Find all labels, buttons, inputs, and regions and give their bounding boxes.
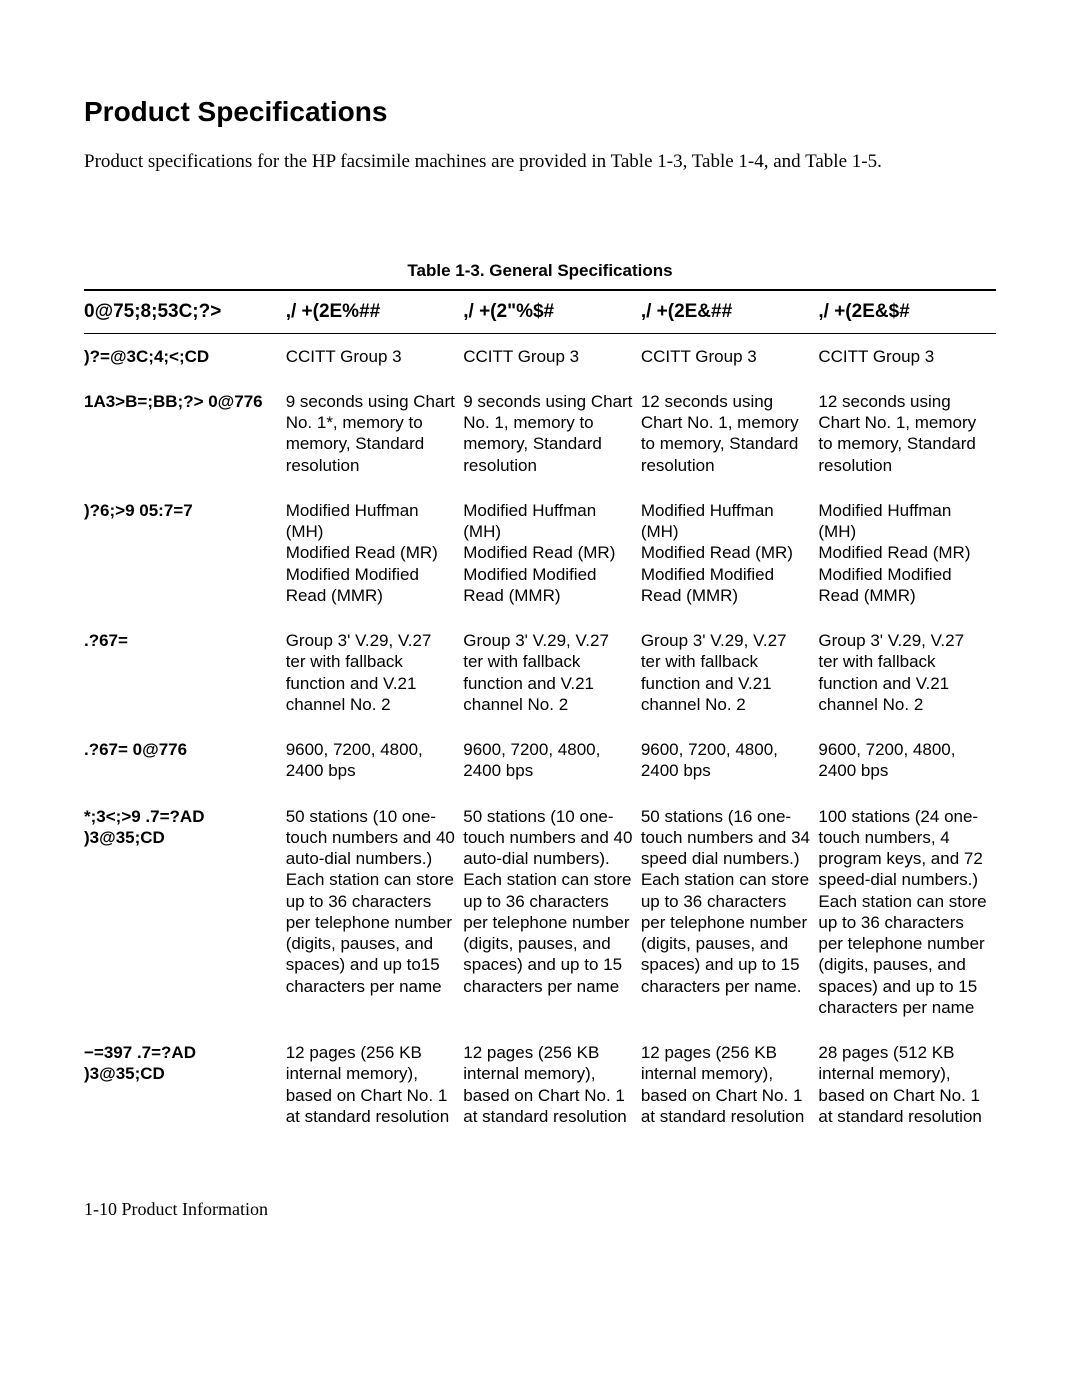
header-col-4: ,/ +(2E&$#: [818, 290, 996, 334]
table-cell: 9600, 7200, 4800, 2400 bps: [286, 727, 464, 794]
table-row: −=397 .7=?AD )3@35;CD12 pages (256 KB in…: [84, 1030, 996, 1139]
page-footer: 1-10 Product Information: [84, 1199, 996, 1220]
table-cell: 9600, 7200, 4800, 2400 bps: [818, 727, 996, 794]
table-cell: 50 stations (16 one-touch numbers and 34…: [641, 794, 819, 1031]
row-label: *;3<;>9 .7=?AD )3@35;CD: [84, 794, 286, 1031]
table-row: .?67= 0@7769600, 7200, 4800, 2400 bps960…: [84, 727, 996, 794]
section-title: Product Specifications: [84, 96, 996, 128]
table-cell: Modified Huffman (MH)Modified Read (MR)M…: [463, 488, 641, 618]
header-col-3: ,/ +(2E&##: [641, 290, 819, 334]
table-cell: Group 3' V.29, V.27 ter with fallback fu…: [641, 618, 819, 727]
table-cell: 9600, 7200, 4800, 2400 bps: [641, 727, 819, 794]
table-cell: CCITT Group 3: [818, 333, 996, 379]
header-col-1: ,/ +(2E%##: [286, 290, 464, 334]
row-label: 1A3>B=;BB;?> 0@776: [84, 379, 286, 488]
header-col-2: ,/ +(2"%$#: [463, 290, 641, 334]
table-cell: 12 seconds using Chart No. 1, memory to …: [641, 379, 819, 488]
table-row: )?=@3C;4;<;CDCCITT Group 3CCITT Group 3C…: [84, 333, 996, 379]
table-cell: Modified Huffman (MH)Modified Read (MR)M…: [286, 488, 464, 618]
intro-paragraph: Product specifications for the HP facsim…: [84, 150, 996, 175]
table-cell: 12 pages (256 KB internal memory), based…: [286, 1030, 464, 1139]
table-cell: 9600, 7200, 4800, 2400 bps: [463, 727, 641, 794]
table-cell: 12 seconds using Chart No. 1, memory to …: [818, 379, 996, 488]
table-cell: Group 3' V.29, V.27 ter with fallback fu…: [286, 618, 464, 727]
table-cell: Group 3' V.29, V.27 ter with fallback fu…: [463, 618, 641, 727]
row-label: )?6;>9 05:7=7: [84, 488, 286, 618]
table-row: 1A3>B=;BB;?> 0@7769 seconds using Chart …: [84, 379, 996, 488]
row-label: −=397 .7=?AD )3@35;CD: [84, 1030, 286, 1139]
table-cell: CCITT Group 3: [641, 333, 819, 379]
table-row: )?6;>9 05:7=7Modified Huffman (MH)Modifi…: [84, 488, 996, 618]
table-cell: 12 pages (256 KB internal memory), based…: [463, 1030, 641, 1139]
table-cell: 9 seconds using Chart No. 1*, memory to …: [286, 379, 464, 488]
table-cell: 50 stations (10 one-touch numbers and 40…: [286, 794, 464, 1031]
table-cell: Modified Huffman (MH)Modified Read (MR)M…: [818, 488, 996, 618]
table-row: .?67=Group 3' V.29, V.27 ter with fallba…: [84, 618, 996, 727]
table-cell: 28 pages (512 KB internal memory), based…: [818, 1030, 996, 1139]
table-cell: 9 seconds using Chart No. 1, memory to m…: [463, 379, 641, 488]
table-cell: Modified Huffman (MH)Modified Read (MR)M…: [641, 488, 819, 618]
row-label: )?=@3C;4;<;CD: [84, 333, 286, 379]
table-body: )?=@3C;4;<;CDCCITT Group 3CCITT Group 3C…: [84, 333, 996, 1139]
page: Product Specifications Product specifica…: [0, 0, 1080, 1260]
table-row: *;3<;>9 .7=?AD )3@35;CD50 stations (10 o…: [84, 794, 996, 1031]
table-header-row: 0@75;8;53C;?> ,/ +(2E%## ,/ +(2"%$# ,/ +…: [84, 290, 996, 334]
table-cell: 50 stations (10 one-touch numbers and 40…: [463, 794, 641, 1031]
table-cell: 100 stations (24 one-touch numbers, 4 pr…: [818, 794, 996, 1031]
table-cell: 12 pages (256 KB internal memory), based…: [641, 1030, 819, 1139]
header-col-0: 0@75;8;53C;?>: [84, 290, 286, 334]
table-cell: CCITT Group 3: [463, 333, 641, 379]
table-caption: Table 1-3. General Specifications: [84, 261, 996, 281]
row-label: .?67=: [84, 618, 286, 727]
table-cell: Group 3' V.29, V.27 ter with fallback fu…: [818, 618, 996, 727]
row-label: .?67= 0@776: [84, 727, 286, 794]
spec-table: 0@75;8;53C;?> ,/ +(2E%## ,/ +(2"%$# ,/ +…: [84, 289, 996, 1140]
table-cell: CCITT Group 3: [286, 333, 464, 379]
